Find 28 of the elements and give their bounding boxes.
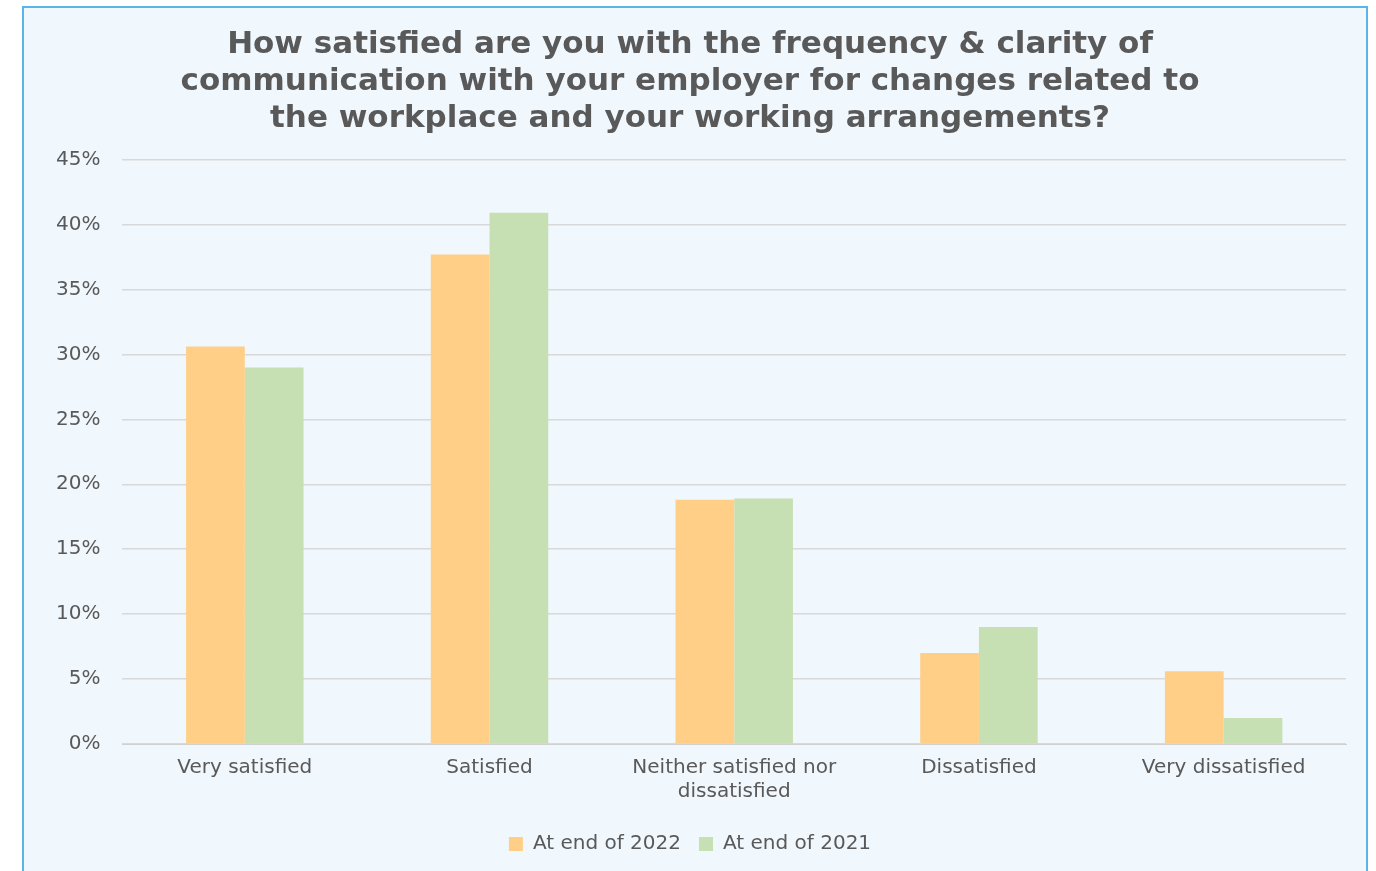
bar bbox=[489, 212, 549, 744]
x-tick-label: Neither satisfied nor dissatisfied bbox=[632, 754, 837, 803]
x-tick-label: Dissatisfied bbox=[921, 754, 1037, 779]
bar bbox=[430, 254, 490, 744]
y-tick-label: 30% bbox=[56, 340, 101, 365]
bar bbox=[675, 499, 735, 744]
y-tick-label: 0% bbox=[68, 730, 101, 755]
y-tick-label: 25% bbox=[56, 405, 101, 430]
y-tick-label: 45% bbox=[56, 145, 101, 170]
y-tick-label: 15% bbox=[56, 535, 101, 560]
y-tick-label: 20% bbox=[56, 470, 101, 495]
x-tick-label: Very dissatisfied bbox=[1141, 754, 1306, 779]
y-tick-label: 10% bbox=[56, 600, 101, 625]
bar bbox=[1164, 671, 1224, 744]
x-tick-label: Very satisfied bbox=[177, 754, 313, 779]
bar bbox=[1223, 718, 1283, 744]
bar bbox=[734, 498, 793, 744]
y-tick-label: 35% bbox=[56, 275, 101, 300]
legend-label: At end of 2021 bbox=[723, 830, 872, 855]
x-tick-label: Satisfied bbox=[446, 754, 533, 779]
y-tick-label: 5% bbox=[68, 665, 101, 690]
y-tick-label: 40% bbox=[56, 210, 101, 235]
legend-label: At end of 2022 bbox=[532, 830, 682, 855]
bar bbox=[244, 367, 304, 744]
bar bbox=[186, 346, 245, 744]
bar bbox=[920, 653, 979, 744]
bar bbox=[978, 627, 1038, 744]
chart-title: How satisfied are you with the frequency & clarity of communication with your employer for changes related to the workplace and your working arrangements? bbox=[180, 23, 1200, 135]
